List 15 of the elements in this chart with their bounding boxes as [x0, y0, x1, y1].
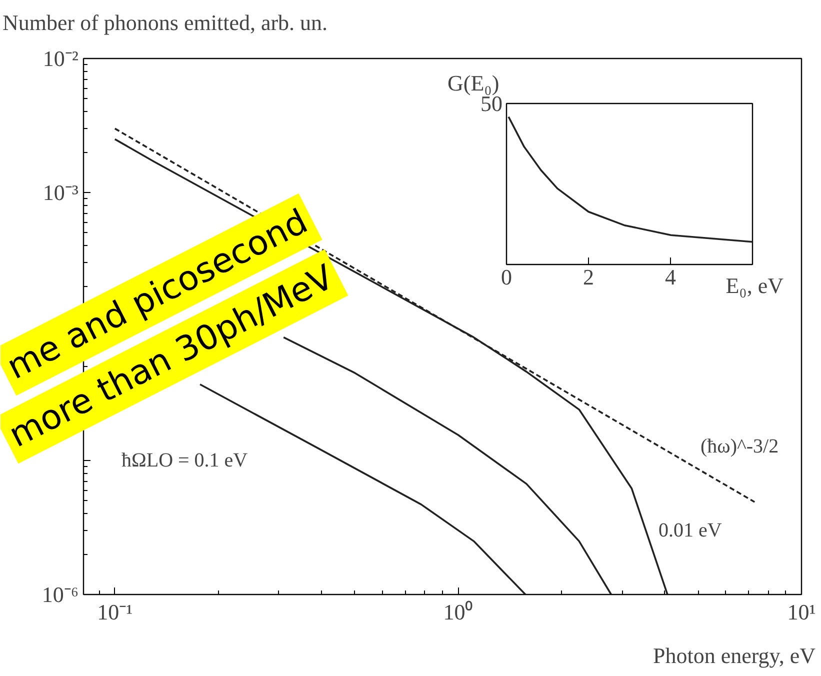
x-tick-label: 0 — [500, 264, 512, 290]
series-label: (ħω)^-3/2 — [700, 436, 779, 458]
y-tick-label: 10⁻² — [42, 46, 79, 71]
y-tick-label: 10⁻³ — [42, 180, 79, 205]
x-tick-label: 2 — [582, 264, 594, 290]
series-label: ħΩLO = 0.1 eV — [122, 450, 248, 472]
y-axis-title: Number of phonons emitted, arb. un. — [2, 10, 328, 35]
x-tick-label: 4 — [664, 264, 676, 290]
x-axis-title: Photon energy, eV — [652, 643, 816, 668]
x-tick-label: 10⁻¹ — [97, 600, 133, 624]
x-tick-label: 10⁰ — [443, 600, 474, 624]
x-tick-label: 10¹ — [787, 600, 816, 624]
series-label: 0.01 eV — [658, 520, 722, 542]
x-axis-title: E₀, eV — [726, 273, 784, 298]
y-tick-label: 10⁻⁶ — [42, 582, 78, 607]
